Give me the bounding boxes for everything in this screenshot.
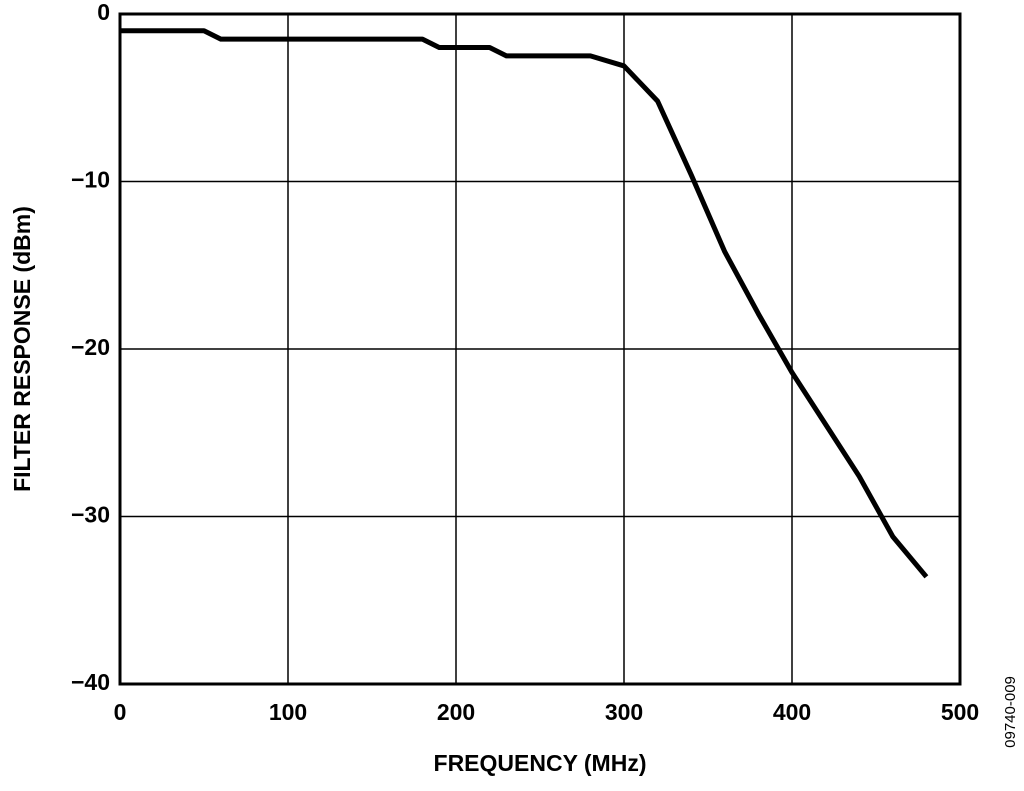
data-line bbox=[120, 28, 929, 579]
x-tick-label: 300 bbox=[605, 699, 643, 725]
y-tick-label: −20 bbox=[71, 334, 110, 360]
x-tick-label: 100 bbox=[269, 699, 307, 725]
y-tick-label: −10 bbox=[71, 167, 110, 193]
x-tick-label: 500 bbox=[941, 699, 979, 725]
y-axis-label: FILTER RESPONSE (dBm) bbox=[9, 206, 35, 492]
x-axis-label: FREQUENCY (MHz) bbox=[434, 750, 647, 776]
figure-id: 09740-009 bbox=[1002, 676, 1019, 748]
y-tick-label: −30 bbox=[71, 502, 110, 528]
y-tick-label: −40 bbox=[71, 669, 110, 695]
y-tick-label: 0 bbox=[97, 0, 110, 25]
x-tick-label: 400 bbox=[773, 699, 811, 725]
x-tick-label: 0 bbox=[114, 699, 127, 725]
x-tick-label: 200 bbox=[437, 699, 475, 725]
plot-frame bbox=[118, 12, 962, 686]
